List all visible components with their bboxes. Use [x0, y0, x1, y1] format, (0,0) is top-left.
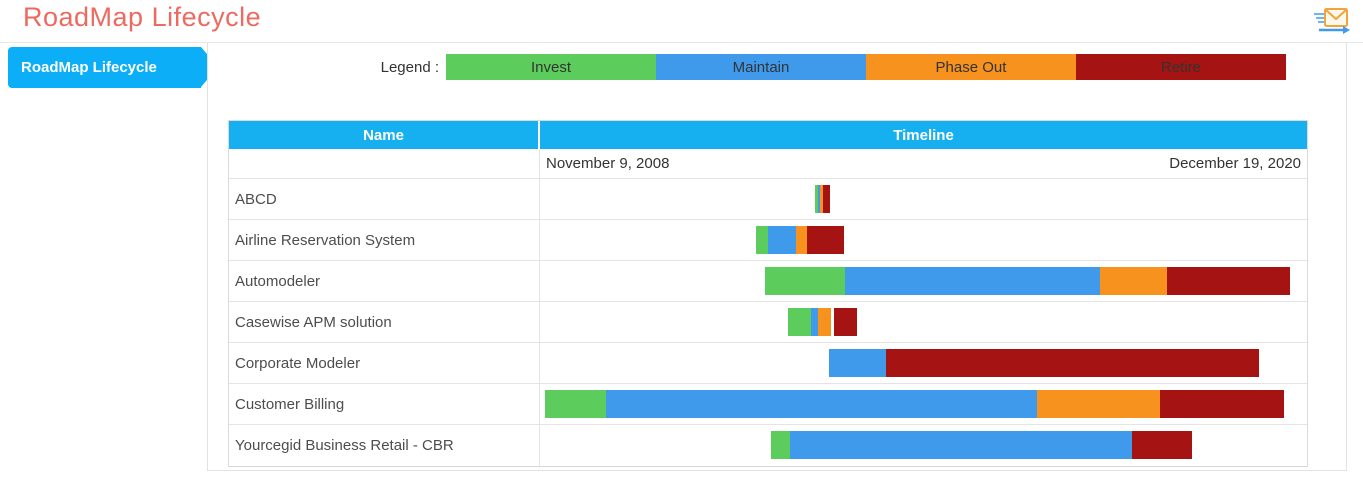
row-timeline — [540, 384, 1307, 424]
timeline-segment-maintain[interactable] — [768, 226, 796, 254]
timeline-segment-invest[interactable] — [756, 226, 768, 254]
legend: Legend : Invest Maintain Phase Out Retir… — [208, 54, 1286, 80]
timeline-segment-phaseout[interactable] — [818, 308, 831, 336]
table-row[interactable]: Yourcegid Business Retail - CBR — [229, 425, 1307, 466]
column-header-timeline: Timeline — [540, 121, 1307, 149]
legend-item-label: Phase Out — [935, 58, 1007, 76]
empty-name-cell — [229, 149, 540, 178]
timeline-segment-retire[interactable] — [823, 185, 830, 213]
timeline-segment-retire[interactable] — [1160, 390, 1284, 418]
column-header-name: Name — [229, 121, 540, 149]
legend-item-label: Retire — [1160, 58, 1201, 76]
timeline-segment-maintain[interactable] — [811, 308, 818, 336]
timeline-end-date: December 19, 2020 — [1169, 155, 1301, 172]
row-timeline — [540, 343, 1307, 383]
legend-item-phase-out: Phase Out — [866, 54, 1076, 80]
row-name: ABCD — [229, 179, 540, 219]
timeline-segment-maintain[interactable] — [845, 267, 1100, 295]
timeline-segment-maintain[interactable] — [818, 185, 820, 213]
row-timeline — [540, 261, 1307, 301]
timeline-segment-retire[interactable] — [834, 308, 857, 336]
table-row[interactable]: Automodeler — [229, 261, 1307, 302]
timeline-segment-invest[interactable] — [765, 267, 845, 295]
timeline-segment-phaseout[interactable] — [1037, 390, 1160, 418]
table-row[interactable]: Airline Reservation System — [229, 220, 1307, 261]
send-mail-button[interactable] — [1311, 5, 1351, 39]
send-mail-icon — [1314, 8, 1350, 34]
timeline-segment-retire[interactable] — [807, 226, 844, 254]
timeline-date-range: November 9, 2008 December 19, 2020 — [540, 149, 1307, 178]
row-name: Customer Billing — [229, 384, 540, 424]
timeline-segment-retire[interactable] — [1132, 431, 1192, 459]
timeline-segment-invest[interactable] — [788, 308, 811, 336]
timeline-segment-phaseout[interactable] — [820, 185, 823, 213]
timeline-segment-maintain[interactable] — [790, 431, 1132, 459]
table-row[interactable]: Casewise APM solution — [229, 302, 1307, 343]
legend-item-retire: Retire — [1076, 54, 1286, 80]
sidebar-tab-label: RoadMap Lifecycle — [21, 59, 157, 76]
table-row[interactable]: Corporate Modeler — [229, 343, 1307, 384]
page-title: RoadMap Lifecycle — [23, 2, 262, 32]
main-panel: Legend : Invest Maintain Phase Out Retir… — [207, 42, 1347, 471]
timeline-segment-maintain[interactable] — [829, 349, 886, 377]
legend-label: Legend : — [380, 58, 439, 76]
legend-item-label: Maintain — [732, 58, 790, 76]
table-header: Name Timeline — [229, 121, 1307, 149]
timeline-start-date: November 9, 2008 — [546, 155, 670, 172]
row-timeline — [540, 179, 1307, 219]
roadmap-table: Name Timeline November 9, 2008 December … — [228, 120, 1308, 467]
timeline-segment-retire[interactable] — [1167, 267, 1290, 295]
timeline-date-row: November 9, 2008 December 19, 2020 — [229, 149, 1307, 179]
row-name: Corporate Modeler — [229, 343, 540, 383]
timeline-segment-phaseout[interactable] — [1100, 267, 1167, 295]
table-row[interactable]: Customer Billing — [229, 384, 1307, 425]
timeline-segment-retire[interactable] — [886, 349, 1259, 377]
legend-item-label: Invest — [530, 58, 572, 76]
table-row[interactable]: ABCD — [229, 179, 1307, 220]
legend-item-maintain: Maintain — [656, 54, 866, 80]
row-name: Airline Reservation System — [229, 220, 540, 260]
row-timeline — [540, 302, 1307, 342]
row-name: Casewise APM solution — [229, 302, 540, 342]
row-timeline — [540, 220, 1307, 260]
sidebar-tab-roadmap-lifecycle[interactable]: RoadMap Lifecycle — [8, 47, 201, 88]
timeline-segment-invest[interactable] — [815, 185, 818, 213]
row-name: Yourcegid Business Retail - CBR — [229, 425, 540, 466]
legend-item-invest: Invest — [446, 54, 656, 80]
timeline-segment-invest[interactable] — [771, 431, 790, 459]
timeline-segment-phaseout[interactable] — [796, 226, 807, 254]
row-name: Automodeler — [229, 261, 540, 301]
timeline-segment-maintain[interactable] — [606, 390, 1037, 418]
timeline-segment-invest[interactable] — [545, 390, 606, 418]
row-timeline — [540, 425, 1307, 466]
